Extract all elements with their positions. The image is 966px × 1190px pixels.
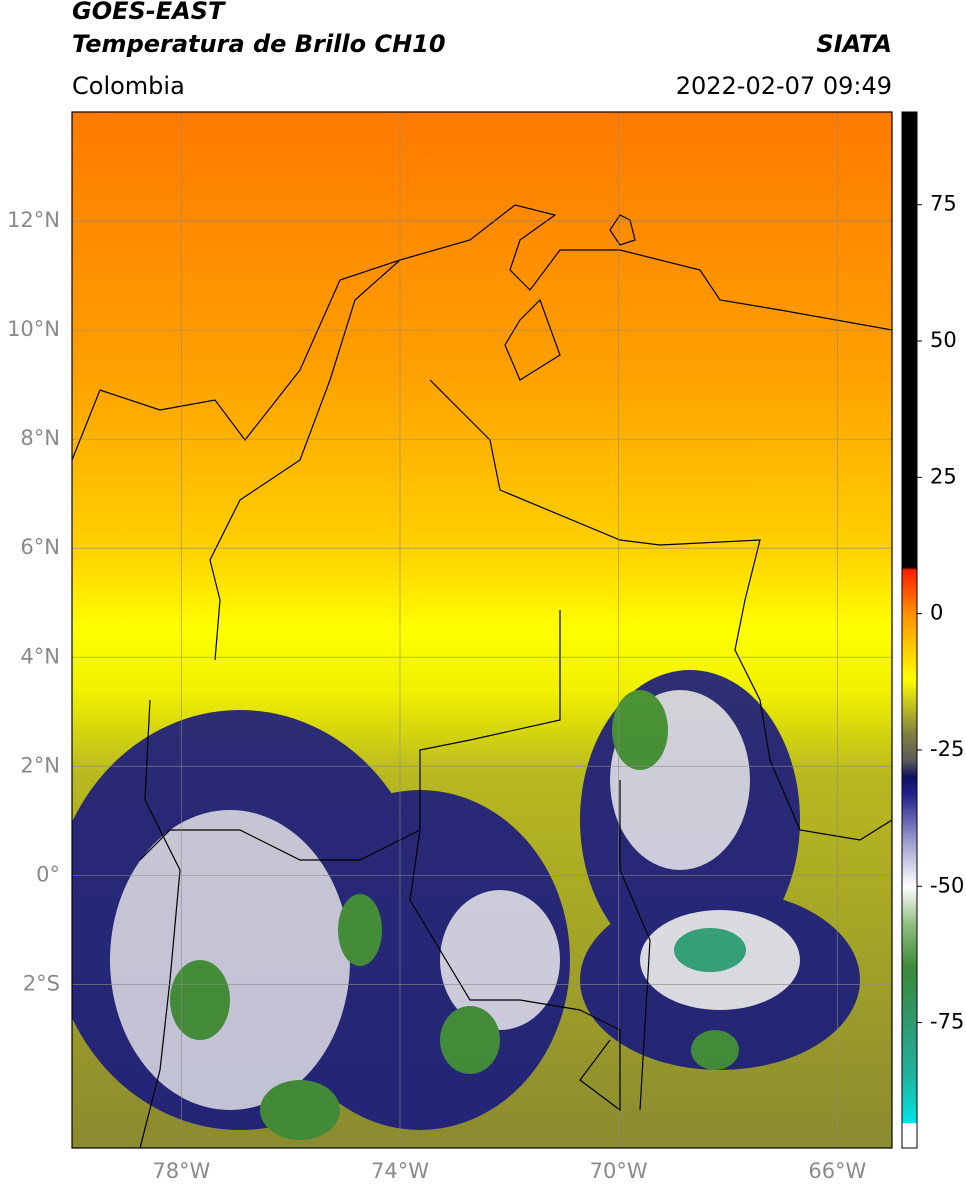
lat-tick-label: 12°N	[7, 208, 60, 232]
map-frame	[71, 111, 893, 1149]
region: Colombia	[72, 72, 185, 100]
satellite-image	[72, 112, 892, 1148]
colorbar-tick-label: 75	[930, 192, 957, 216]
colorbar-tick-label: -75	[930, 1010, 964, 1034]
lat-tick-label: 4°N	[20, 644, 60, 668]
political-borders	[72, 204, 892, 1148]
axes: 78°W 74°W 70°W 66°W 12°N 10°N 8°N 6°N 4°N 2°N 0° 2°…	[7, 112, 964, 1183]
lat-tick-label: 0°	[36, 862, 60, 886]
colorbar	[901, 111, 918, 1149]
colorbar-tick-label: -25	[930, 737, 964, 761]
lat-tick-label: 10°N	[7, 317, 60, 341]
timestamp: 2022-02-07 09:49	[676, 72, 892, 100]
colorbar-tick-label: 50	[930, 328, 957, 352]
lat-tick-label: 2°N	[20, 753, 60, 777]
lat-tick-label: 6°N	[20, 535, 60, 559]
lon-tick-label: 70°W	[590, 1159, 648, 1183]
lat-tick-label: 8°N	[20, 426, 60, 450]
lon-tick-label: 78°W	[152, 1159, 210, 1183]
colorbar-tick-label: 0	[930, 601, 943, 625]
lon-tick-label: 66°W	[808, 1159, 866, 1183]
colorbar-tick-label: -50	[930, 873, 964, 897]
colorbar-tick-label: 25	[930, 464, 957, 488]
lon-tick-label: 74°W	[371, 1159, 429, 1183]
lat-tick-label: 2°S	[23, 971, 60, 995]
header-line: GOES-EAST	[72, 0, 226, 25]
title: Temperatura de Brillo CH10	[72, 30, 446, 58]
source: SIATA	[816, 30, 892, 58]
